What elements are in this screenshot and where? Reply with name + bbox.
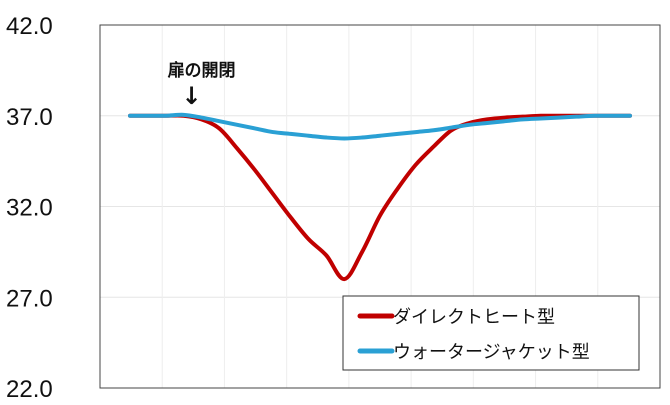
y-tick-label: 37.0: [6, 104, 53, 131]
annotation-label: 扉の開閉: [168, 60, 236, 81]
series-lines: [128, 112, 632, 282]
series-line-water-jacket: [128, 112, 632, 141]
y-tick-label: 42.0: [6, 13, 53, 40]
legend: ダイレクトヒート型 ウォータージャケット型: [342, 295, 640, 371]
door-opening-annotation: 扉の開閉 ↓: [168, 60, 236, 110]
y-tick-label: 27.0: [6, 285, 53, 312]
y-axis-ticks: 42.0 37.0 32.0 27.0 22.0: [6, 13, 53, 403]
legend-box: [342, 295, 640, 371]
legend-label-water-jacket: ウォータージャケット型: [393, 342, 590, 363]
legend-label-direct-heat: ダイレクトヒート型: [393, 307, 555, 328]
plot-area-frame: [99, 24, 661, 389]
y-tick-label: 32.0: [6, 195, 53, 222]
y-tick-label: 22.0: [6, 376, 53, 403]
series-line-direct-heat: [128, 113, 632, 282]
down-arrow-icon: ↓: [182, 82, 202, 110]
